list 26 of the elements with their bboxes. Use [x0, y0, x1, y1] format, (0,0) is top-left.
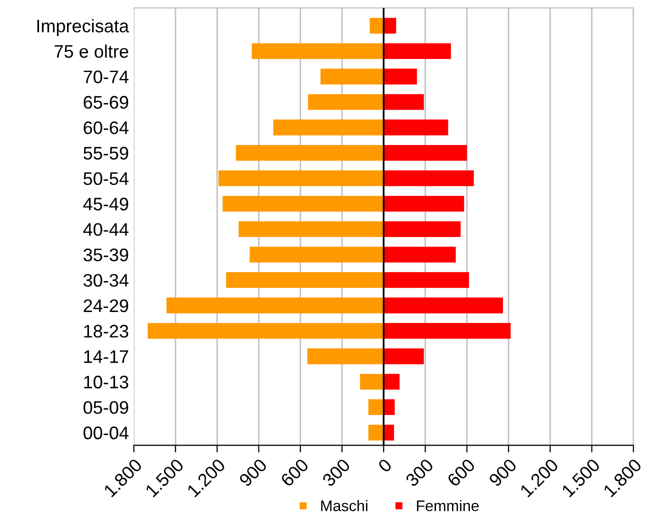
y-tick-label: 14-17	[84, 350, 128, 363]
y-tick-label: 10-13	[84, 376, 128, 388]
y-tick-label: 70-74	[84, 70, 128, 84]
y-tick-label: 60-64	[84, 121, 128, 134]
y-tick-label: 30-34	[84, 274, 128, 287]
y-tick-label: 05-09	[84, 401, 128, 414]
y-tick-label: 35-39	[84, 248, 128, 262]
y-tick-label: Imprecisata	[37, 19, 130, 36]
y-tick-label: 45-49	[83, 198, 128, 210]
y-tick-label: 55-59	[84, 146, 128, 160]
y-tick-label: 65-69	[84, 96, 128, 109]
x-tick-label: 300	[404, 458, 434, 488]
y-tick-label: 24-29	[84, 299, 128, 312]
y-tick-label: 00-04	[84, 426, 128, 440]
legend-label: Femmine	[416, 500, 479, 512]
y-tick-label: 18-23	[84, 324, 128, 338]
x-tick-label: 900	[238, 458, 268, 488]
x-tick-label: 900	[488, 458, 518, 488]
x-tick-label: 600	[280, 458, 310, 488]
x-tick-label: 600	[446, 458, 476, 488]
legend-label: Maschi	[321, 500, 368, 512]
x-tick-label: 300	[322, 458, 351, 488]
y-tick-label: 75 e oltre	[54, 44, 128, 58]
y-tick-label: 50-54	[84, 172, 128, 186]
y-tick-label: 40-44	[83, 223, 128, 236]
x-tick-label: 0	[377, 458, 393, 474]
